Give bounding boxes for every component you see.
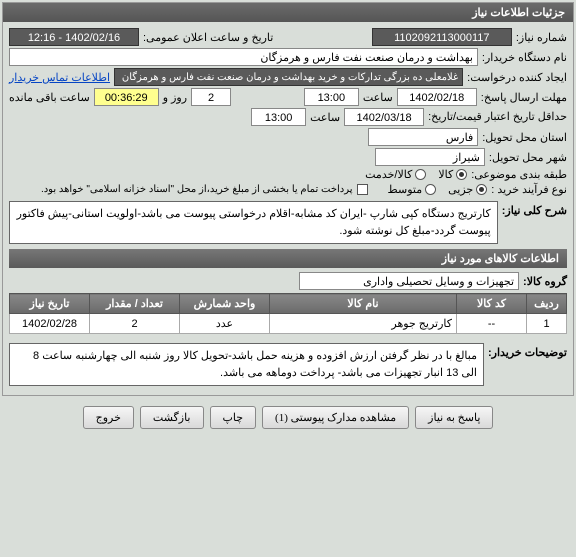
goods-table: ردیف کد کالا نام کالا واحد شمارش تعداد /…	[9, 293, 567, 334]
deadline-label: مهلت ارسال پاسخ:	[481, 91, 567, 104]
validity-label: حداقل تاریخ اعتبار قیمت/تاریخ:	[428, 110, 567, 124]
deadline-date: 1402/02/18	[397, 88, 477, 106]
time-label-1: ساعت	[363, 91, 393, 104]
col-unit: واحد شمارش	[180, 294, 270, 314]
buyer-note-text: مبالغ با در نظر گرفتن ارزش افزوده و هزین…	[9, 343, 484, 386]
col-code: کد کالا	[457, 294, 527, 314]
radio-small[interactable]: جزیی	[448, 183, 487, 196]
button-row: پاسخ به نیاز مشاهده مدارک پیوستی (1) چاپ…	[0, 398, 576, 437]
radio-goods-label: کالا	[438, 168, 453, 181]
category-radio-group: کالا کالا/خدمت	[365, 168, 467, 181]
goods-section-header: اطلاعات کالاهای مورد نیاز	[9, 249, 567, 268]
cell-date: 1402/02/28	[10, 314, 90, 334]
desc-label: شرح کلی نیاز:	[502, 198, 567, 217]
radio-medium-label: متوسط	[388, 183, 423, 196]
attachments-button[interactable]: مشاهده مدارک پیوستی (1)	[262, 406, 409, 429]
radio-medium[interactable]: متوسط	[388, 183, 437, 196]
province-value: فارس	[368, 128, 478, 146]
radio-small-input[interactable]	[476, 184, 487, 195]
validity-date: 1402/03/18	[344, 108, 424, 126]
deadline-time: 13:00	[304, 88, 359, 106]
city-label: شهر محل تحویل:	[489, 151, 567, 164]
group-label: گروه کالا:	[523, 275, 567, 288]
contact-link[interactable]: اطلاعات تماس خریدار	[9, 71, 110, 84]
province-label: استان محل تحویل:	[482, 131, 567, 144]
respond-button[interactable]: پاسخ به نیاز	[415, 406, 493, 429]
buyer-label: نام دستگاه خریدار:	[482, 51, 567, 64]
col-date: تاریخ نیاز	[10, 294, 90, 314]
cell-row: 1	[527, 314, 567, 334]
buyer-value: بهداشت و درمان صنعت نفت فارس و هرمزگان	[9, 48, 478, 66]
radio-goods-input[interactable]	[456, 169, 467, 180]
need-details-panel: جزئیات اطلاعات نیاز شماره نیاز: 11020921…	[2, 2, 574, 396]
radio-service-label: کالا/خدمت	[365, 168, 412, 181]
cell-unit: عدد	[180, 314, 270, 334]
buyer-note-label: توضیحات خریدار:	[488, 340, 567, 359]
purchase-radio-group: جزیی متوسط	[388, 183, 488, 196]
countdown-timer: 00:36:29	[94, 88, 159, 106]
col-qty: تعداد / مقدار	[90, 294, 180, 314]
radio-service[interactable]: کالا/خدمت	[365, 168, 426, 181]
purchase-label: نوع فرآیند خرید :	[491, 183, 567, 196]
exit-button[interactable]: خروج	[83, 406, 134, 429]
validity-time: 13:00	[251, 108, 306, 126]
radio-service-input[interactable]	[415, 169, 426, 180]
print-button[interactable]: چاپ	[210, 406, 257, 429]
radio-goods[interactable]: کالا	[438, 168, 467, 181]
cell-name: کارتریج جوهر	[270, 314, 457, 334]
col-name: نام کالا	[270, 294, 457, 314]
remain-label: ساعت باقی مانده	[9, 91, 90, 104]
need-no-label: شماره نیاز:	[516, 31, 567, 44]
group-value: تجهیزات و وسایل تحصیلی واداری	[299, 272, 519, 290]
creator-value: غلامعلی ده بزرگی تدارکات و خرید بهداشت و…	[114, 68, 463, 86]
payment-checkbox[interactable]	[357, 184, 368, 195]
need-no-value: 1102092113000117	[372, 28, 512, 46]
panel-body: شماره نیاز: 1102092113000117 تاریخ و ساع…	[3, 22, 573, 395]
cell-code: --	[457, 314, 527, 334]
creator-label: ایجاد کننده درخواست:	[467, 71, 567, 84]
days-remaining: 2	[191, 88, 231, 106]
announce-value: 1402/02/16 - 12:16	[9, 28, 139, 46]
table-header-row: ردیف کد کالا نام کالا واحد شمارش تعداد /…	[10, 294, 567, 314]
cell-qty: 2	[90, 314, 180, 334]
radio-small-label: جزیی	[448, 183, 473, 196]
payment-note: پرداخت تمام یا بخشی از مبلغ خرید،از محل …	[41, 184, 353, 195]
category-label: طبقه بندی موضوعی:	[471, 168, 567, 181]
table-row[interactable]: 1 -- کارتریج جوهر عدد 2 1402/02/28	[10, 314, 567, 334]
day-and-label: روز و	[163, 91, 187, 104]
city-value: شیراز	[375, 148, 485, 166]
back-button[interactable]: بازگشت	[140, 406, 204, 429]
radio-medium-input[interactable]	[425, 184, 436, 195]
panel-title: جزئیات اطلاعات نیاز	[3, 3, 573, 22]
time-label-2: ساعت	[310, 111, 340, 124]
announce-label: تاریخ و ساعت اعلان عمومی:	[143, 31, 273, 44]
col-row: ردیف	[527, 294, 567, 314]
desc-text: کارتریج دستگاه کپی شارپ -ایران کد مشابه-…	[9, 201, 498, 244]
